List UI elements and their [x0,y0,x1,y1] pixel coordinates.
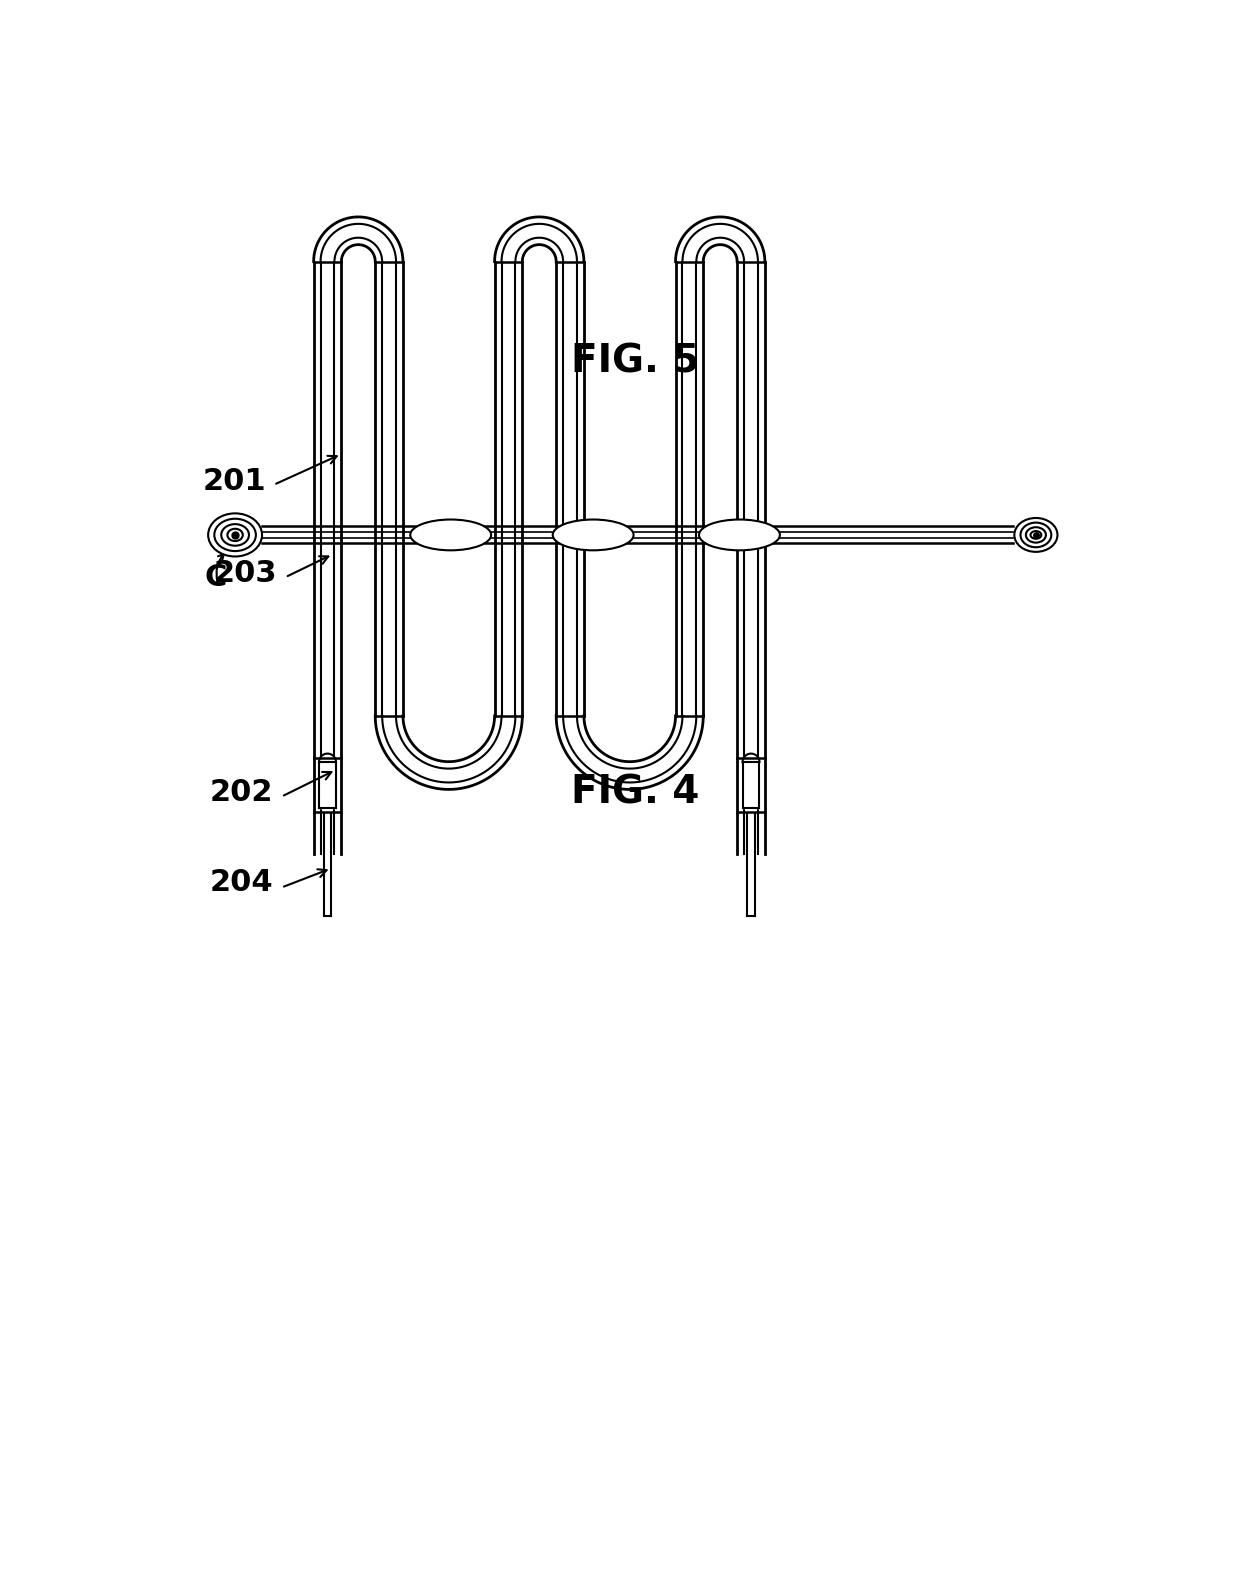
Polygon shape [314,217,403,261]
Ellipse shape [215,519,255,551]
Ellipse shape [553,519,634,551]
Text: 202: 202 [210,779,274,807]
Text: 201: 201 [202,467,265,495]
Text: FIG. 4: FIG. 4 [572,774,699,812]
Polygon shape [319,761,336,809]
Polygon shape [743,761,759,809]
Ellipse shape [1025,527,1045,543]
Ellipse shape [227,529,243,541]
Ellipse shape [208,513,262,557]
Text: FIG. 5: FIG. 5 [572,342,699,380]
Polygon shape [737,261,765,855]
Ellipse shape [410,519,491,551]
Ellipse shape [1030,530,1042,538]
Polygon shape [676,261,703,716]
Polygon shape [557,716,703,790]
Polygon shape [262,527,1013,543]
Polygon shape [557,261,584,716]
Ellipse shape [1021,522,1052,548]
Polygon shape [319,754,336,761]
Polygon shape [376,261,403,716]
Ellipse shape [221,524,249,546]
Text: 203: 203 [215,559,278,587]
Ellipse shape [1014,518,1058,552]
Polygon shape [748,814,755,917]
Polygon shape [743,754,759,761]
Polygon shape [376,716,522,790]
Text: C: C [205,564,227,592]
Polygon shape [324,814,331,917]
Text: 204: 204 [210,867,274,896]
Polygon shape [676,217,765,261]
Ellipse shape [699,519,780,551]
Polygon shape [495,261,522,716]
Polygon shape [495,217,584,261]
Polygon shape [314,261,341,855]
